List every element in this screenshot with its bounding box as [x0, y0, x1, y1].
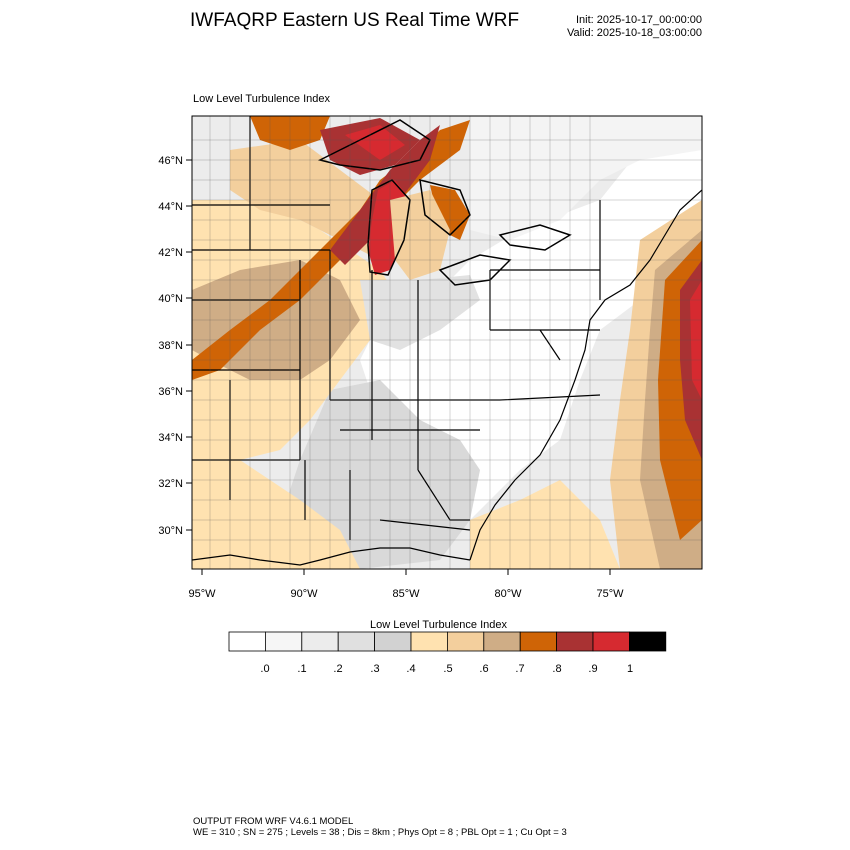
colorbar-label: .4	[406, 663, 416, 675]
colorbar-swatch	[446, 631, 485, 652]
colorbar-swatch	[410, 631, 448, 652]
time-info: Init: 2025-10-17_00:00:00 Valid: 2025-10…	[567, 14, 702, 40]
colorbar-swatch	[556, 631, 594, 652]
colorbar-label: .8	[552, 663, 562, 675]
lat-label: 30°N	[158, 525, 183, 537]
valid-time: Valid: 2025-10-18_03:00:00	[567, 27, 702, 39]
colorbar-swatch	[629, 631, 667, 652]
footer-model: OUTPUT FROM WRF V4.6.1 MODEL	[193, 816, 354, 827]
axis-ticks	[186, 159, 611, 575]
lon-labels: 95°W 90°W 85°W 80°W 75°W	[188, 588, 624, 600]
colorbar-swatch	[301, 631, 339, 652]
colorbar-label: .2	[333, 663, 343, 675]
page-title: IWFAQRP Eastern US Real Time WRF	[190, 10, 520, 31]
lon-label: 95°W	[188, 588, 216, 600]
lat-label: 46°N	[158, 155, 183, 167]
lon-label: 80°W	[494, 588, 522, 600]
state-borders	[192, 116, 702, 569]
map-title: Low Level Turbulence Index	[193, 93, 330, 105]
colorbar-swatch	[264, 631, 303, 652]
lat-label: 40°N	[158, 293, 183, 305]
colorbar-label: .7	[515, 663, 525, 675]
colorbar-swatch	[374, 631, 412, 652]
lat-label: 44°N	[158, 201, 183, 213]
colorbar-label: .1	[297, 663, 307, 675]
colorbar-label: .3	[370, 663, 380, 675]
lat-label: 36°N	[158, 386, 183, 398]
lon-label: 90°W	[290, 588, 318, 600]
init-time: Init: 2025-10-17_00:00:00	[576, 14, 702, 26]
colorbar-swatch	[483, 631, 521, 652]
colorbar-swatch	[337, 631, 376, 652]
lat-label: 34°N	[158, 432, 183, 444]
colorbar-label: 1	[626, 663, 634, 675]
colorbar-swatch	[228, 631, 266, 652]
map-frame	[191, 115, 703, 570]
colorbar-swatch	[592, 631, 630, 652]
footer-settings: WE = 310 ; SN = 275 ; Levels = 38 ; Dis …	[193, 827, 567, 838]
colorbar	[228, 631, 667, 652]
lat-label: 42°N	[158, 247, 183, 259]
colorbar-label: .6	[479, 663, 489, 675]
colorbar-title: Low Level Turbulence Index	[370, 619, 507, 631]
colorbar-label: .9	[588, 663, 598, 675]
footer: OUTPUT FROM WRF V4.6.1 MODEL WE = 310 ; …	[193, 816, 567, 838]
colorbar-label: .0	[260, 663, 270, 675]
turbulence-field	[192, 116, 702, 569]
lon-label: 75°W	[596, 588, 624, 600]
lat-label: 38°N	[158, 340, 183, 352]
colorbar-label: .5	[443, 663, 453, 675]
colorbar-swatch	[519, 631, 558, 652]
lat-labels: 46°N 44°N 42°N 40°N 38°N 36°N 34°N 32°N …	[158, 155, 183, 537]
lat-label: 32°N	[158, 478, 183, 490]
lon-label: 85°W	[392, 588, 420, 600]
